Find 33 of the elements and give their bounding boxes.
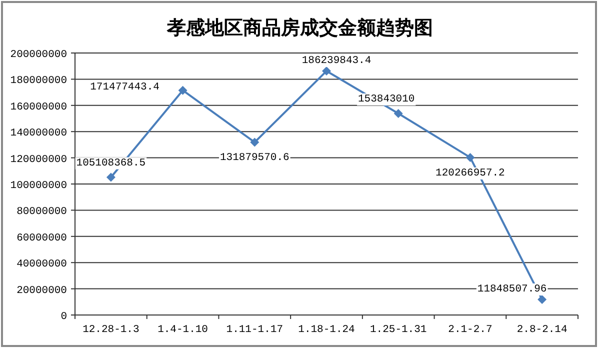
y-tick-label: 0	[60, 311, 67, 323]
x-tick-label: 12.28-1.3	[82, 324, 140, 336]
y-tick-label: 80000000	[16, 206, 67, 218]
point	[322, 66, 331, 76]
x-tick-label: 1.4-1.10	[158, 324, 208, 336]
x-tick-label: 1.18-1.24	[298, 324, 355, 336]
data-label: 11848507.96	[477, 283, 547, 296]
point	[394, 108, 403, 118]
data-label: 131879570.6	[220, 152, 290, 164]
data-label: 105108368.5	[76, 157, 146, 170]
y-tick-label: 180000000	[10, 75, 67, 88]
point	[106, 172, 116, 182]
y-tick-label: 160000000	[10, 101, 67, 114]
point	[178, 86, 188, 95]
data-label: 171477443.4	[90, 81, 160, 94]
point	[466, 152, 475, 162]
data-label: 120266957.2	[436, 167, 505, 180]
data-label: 153843010	[358, 93, 415, 106]
y-tick-label: 20000000	[16, 284, 67, 297]
x-tick-label: 2.8-2.14	[516, 324, 568, 336]
y-tick-label: 200000000	[10, 49, 67, 61]
data-label: 186239843.4	[302, 55, 372, 68]
point	[538, 294, 547, 304]
y-tick-label: 120000000	[10, 154, 67, 166]
chart-title: 孝感地区商品房成交金额趋势图	[166, 17, 433, 39]
y-tick-label: 60000000	[16, 232, 67, 244]
x-tick-label: 2.1-2.7	[448, 324, 492, 336]
y-tick-label: 140000000	[10, 128, 67, 140]
point	[250, 138, 260, 147]
x-tick-label: 1.11-1.17	[226, 324, 283, 336]
y-tick-label: 100000000	[10, 180, 67, 192]
y-tick-label: 40000000	[16, 258, 67, 271]
x-tick-label: 1.25-1.31	[370, 324, 427, 336]
